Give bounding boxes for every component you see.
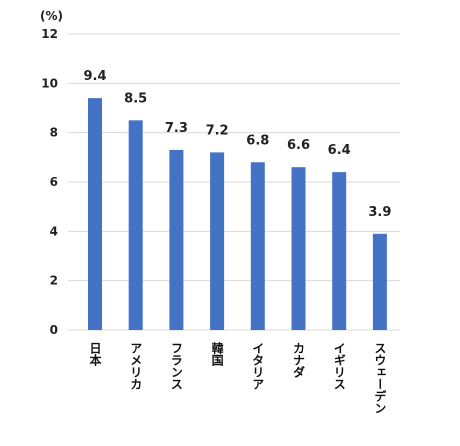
bar (372, 233, 387, 330)
category-label: 韓国 (210, 341, 224, 367)
y-tick-label: 0 (50, 323, 58, 337)
data-label: 9.4 (83, 69, 106, 84)
bars (88, 98, 387, 330)
data-labels: 9.4 8.5 7.3 7.2 6.8 6.6 6.4 3.9 (83, 69, 391, 220)
bar (169, 149, 184, 330)
data-label: 3.9 (368, 205, 391, 220)
category-label: イギリス (332, 342, 346, 390)
data-label: 7.3 (165, 121, 188, 136)
y-tick-label: 10 (41, 76, 58, 90)
y-tick-label: 2 (50, 274, 58, 288)
y-axis-ticks: 0 2 4 6 8 10 12 (41, 27, 58, 337)
category-label: スウェーデン (373, 342, 387, 414)
bar (88, 98, 102, 330)
bar (128, 120, 143, 330)
bar (332, 172, 347, 330)
bar (250, 162, 265, 330)
category-label: 日本 (88, 342, 102, 367)
bar (291, 167, 306, 330)
y-tick-label: 4 (50, 224, 58, 238)
y-tick-label: 8 (50, 126, 58, 140)
data-label: 6.4 (328, 143, 351, 158)
gridlines (68, 33, 400, 331)
category-label: アメリカ (129, 342, 143, 390)
bar (210, 152, 225, 330)
data-label: 7.2 (206, 123, 229, 138)
y-axis-unit-label: (%) (40, 9, 63, 23)
category-label: フランス (169, 342, 183, 390)
category-label: カナダ (292, 342, 306, 378)
data-label: 8.5 (124, 91, 147, 106)
data-label: 6.6 (287, 138, 310, 153)
category-label: イタリア (251, 342, 265, 390)
data-label: 6.8 (246, 133, 269, 148)
category-labels: 日本 アメリカ フランス 韓国 イタリア カナダ イギリス スウェーデン (88, 341, 387, 414)
y-tick-label: 6 (50, 175, 58, 189)
y-tick-label: 12 (41, 27, 58, 41)
